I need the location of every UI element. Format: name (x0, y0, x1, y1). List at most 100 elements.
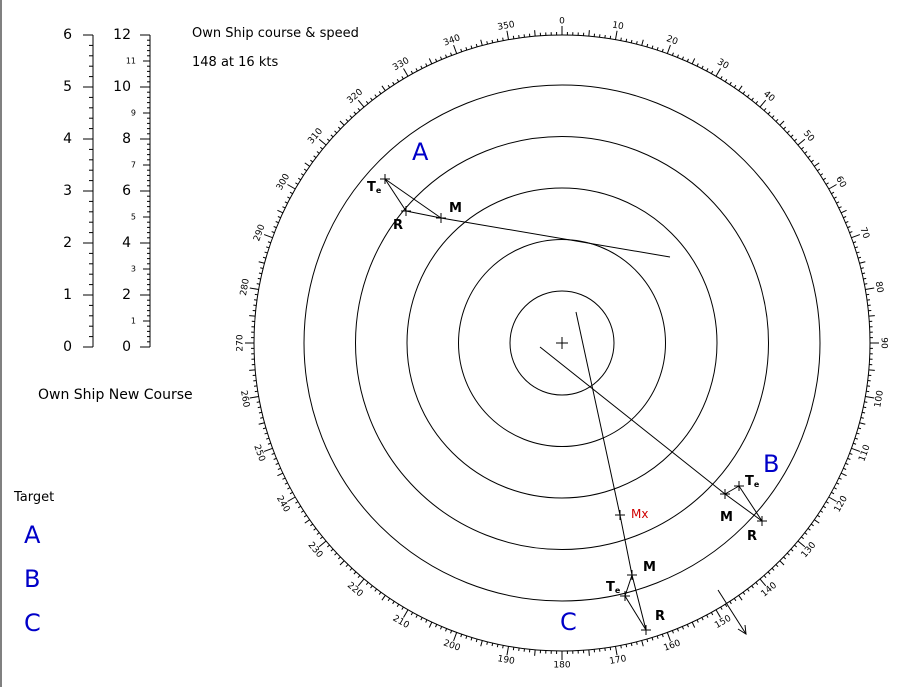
compass-tick (746, 94, 750, 98)
compass-tick (282, 477, 286, 480)
compass-tick (392, 81, 395, 85)
scale-label: 1 (63, 287, 72, 303)
compass-tick (691, 58, 696, 65)
compass-tick (313, 155, 317, 159)
target-item[interactable]: B (24, 565, 40, 593)
compass-tick (275, 221, 279, 224)
compass-tick (310, 159, 314, 163)
compass-tick (277, 467, 281, 470)
compass-tick (820, 173, 824, 176)
compass-tick (319, 146, 323, 150)
compass-label: 220 (345, 581, 365, 600)
label-m: M (720, 510, 733, 525)
compass-tick (249, 369, 256, 371)
compass-tick (641, 640, 644, 647)
compass-tick (337, 126, 341, 130)
compass-tick (496, 644, 499, 648)
compass-tick (295, 182, 299, 185)
compass-tick (794, 138, 798, 142)
compass-tick (651, 637, 654, 641)
compass-tick (256, 283, 260, 285)
compass-tick (825, 501, 829, 504)
scale-label: 6 (63, 27, 72, 43)
compass-tick (277, 216, 281, 219)
compass-tick (790, 548, 794, 552)
compass-tick (275, 462, 279, 465)
compass-tick (831, 191, 835, 195)
target-C: C (560, 608, 577, 636)
compass-tick (480, 39, 483, 46)
compass-tick (845, 462, 849, 465)
compass-tick (415, 614, 418, 618)
compass-tick (502, 37, 504, 41)
compass-tick (401, 606, 404, 610)
compass-tick (646, 638, 649, 643)
compass-tick (410, 70, 414, 74)
compass-tick (666, 44, 671, 54)
scale-label-minor: 9 (131, 109, 136, 118)
compass-tick (435, 624, 438, 628)
compass-label: 240 (274, 494, 291, 514)
compass-tick (814, 162, 820, 167)
compass-tick (381, 85, 386, 91)
compass-tick (851, 234, 861, 239)
scale-label-minor: 11 (126, 57, 136, 66)
compass-tick (263, 447, 273, 452)
compass-tick (353, 571, 357, 575)
compass-tick (843, 216, 847, 219)
compass-tick (666, 632, 671, 642)
compass-tick (381, 595, 386, 601)
compass-tick (284, 201, 288, 204)
compass-tick (849, 452, 853, 455)
compass-tick (334, 130, 338, 134)
compass-tick (706, 614, 709, 618)
compass-tick (864, 283, 868, 285)
own-ship-title: Own Ship course & speed (192, 26, 359, 41)
compass-tick (506, 30, 510, 40)
compass-tick (357, 107, 361, 111)
compass-tick (435, 58, 438, 62)
compass-tick (857, 256, 862, 259)
compass-label: 180 (553, 661, 570, 671)
compass-tick (282, 206, 286, 209)
compass-label: 190 (497, 654, 516, 667)
compass-tick (851, 447, 861, 452)
compass-tick (620, 37, 622, 41)
compass-label: 130 (800, 540, 819, 560)
compass-tick (387, 598, 391, 602)
compass-tick (831, 491, 835, 495)
compass-tick (715, 609, 721, 618)
compass-tick (625, 644, 628, 648)
compass-tick (771, 115, 775, 119)
compass-tick (260, 267, 264, 269)
compass-tick (415, 68, 418, 72)
compass-tick (814, 519, 820, 524)
compass-tick (681, 56, 684, 60)
compass-tick (751, 97, 754, 101)
scale-label: 5 (63, 79, 72, 95)
compass-tick (845, 221, 849, 224)
compass-tick (759, 578, 767, 587)
compass-label: 110 (857, 443, 872, 463)
compass-label: 340 (442, 33, 462, 48)
compass-tick (440, 56, 443, 60)
target-item[interactable]: A (24, 521, 41, 549)
compass-tick (257, 406, 261, 409)
compass-tick (686, 58, 689, 62)
compass-tick (271, 231, 275, 234)
compass-tick (817, 514, 821, 518)
scale-label: 0 (63, 339, 72, 355)
compass-tick (339, 560, 345, 566)
label-te: Te (745, 474, 760, 489)
compass-tick (671, 52, 674, 56)
scale-label: 6 (122, 183, 131, 199)
compass-tick (656, 635, 659, 639)
compass-tick (310, 523, 314, 527)
compass-tick (289, 491, 293, 495)
target-item[interactable]: C (24, 609, 41, 637)
compass-tick (701, 65, 704, 69)
compass-tick (763, 107, 767, 111)
rings (253, 34, 871, 652)
compass-tick (287, 496, 296, 502)
